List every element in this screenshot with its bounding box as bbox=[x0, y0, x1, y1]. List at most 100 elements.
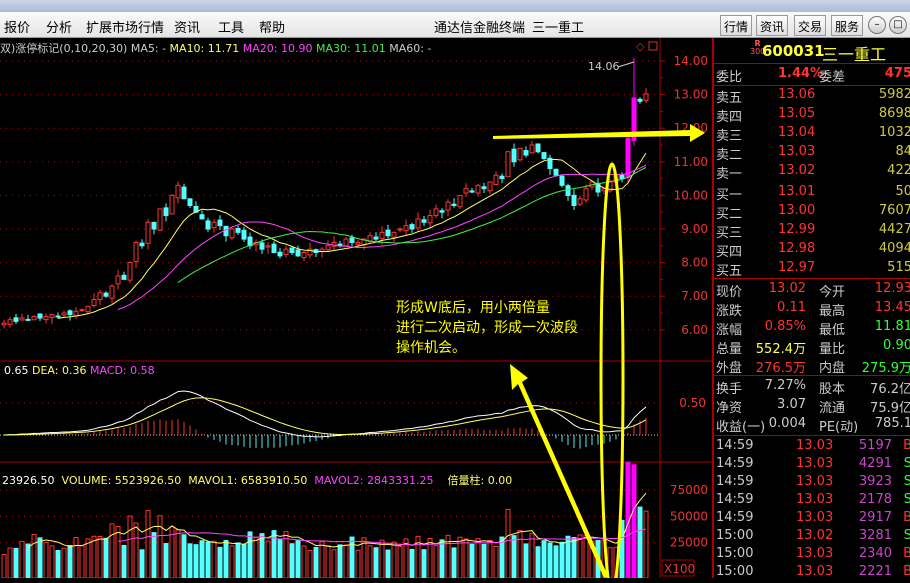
stat-row[interactable]: 总量 552.4万 量比 0.90 bbox=[716, 338, 910, 357]
volume-bar bbox=[217, 546, 223, 578]
tick-side: B bbox=[903, 438, 910, 453]
fund-value: 76.2亿 bbox=[870, 382, 910, 397]
volume-bar bbox=[271, 530, 277, 578]
menu-analysis[interactable]: 分析 bbox=[46, 21, 73, 36]
tick-row[interactable]: 14:59 13.03 4291 S bbox=[716, 456, 910, 475]
fund-row[interactable]: 收益(一) 0.004 PE(动) 785.1 bbox=[716, 416, 910, 435]
price-tick-label: 7.00 bbox=[681, 289, 708, 303]
candle bbox=[439, 210, 445, 213]
bid-row[interactable]: 买五 12.97 515 bbox=[716, 260, 910, 279]
bid-row[interactable]: 买三 12.99 4427 bbox=[716, 222, 910, 241]
volume-bar bbox=[205, 541, 211, 578]
ask-row[interactable]: 卖四 13.05 8698 bbox=[716, 106, 910, 125]
candle bbox=[415, 218, 421, 229]
ask-volume: 422 bbox=[887, 163, 910, 178]
candle bbox=[271, 243, 277, 254]
volume-bar bbox=[157, 515, 163, 578]
fund-row[interactable]: 净资 3.07 流通 75.9亿 bbox=[716, 397, 910, 416]
market-button[interactable]: 行情 bbox=[720, 15, 753, 36]
tick-volume: 2178 bbox=[858, 492, 892, 507]
tick-row[interactable]: 14:59 13.03 2178 S bbox=[716, 492, 910, 511]
ask-row[interactable]: 卖三 13.04 1032 bbox=[716, 125, 910, 144]
trade-button[interactable]: 交易 bbox=[794, 15, 827, 36]
stat-label: 量比 bbox=[819, 342, 846, 357]
kline-chart[interactable]: 14.0013.0012.0011.0010.009.008.007.006.0… bbox=[0, 38, 712, 578]
weicha-label: 委差 bbox=[819, 70, 846, 85]
menu-extended-market[interactable]: 扩展市场行情 bbox=[86, 21, 165, 36]
tick-price: 13.03 bbox=[796, 474, 834, 489]
volume-bar bbox=[577, 534, 583, 578]
bid-price: 13.01 bbox=[778, 184, 816, 199]
tick-price: 13.03 bbox=[796, 438, 834, 453]
candle bbox=[181, 186, 187, 200]
price-tick-label: 13.00 bbox=[674, 88, 708, 102]
high-pointer bbox=[617, 61, 635, 68]
menu-tools[interactable]: 工具 bbox=[218, 21, 245, 36]
maximize-icon[interactable]: □ bbox=[889, 16, 907, 34]
service-button[interactable]: 服务 bbox=[831, 15, 864, 36]
menu-news[interactable]: 资讯 bbox=[174, 21, 201, 36]
diamond-icon: ◇ bbox=[636, 40, 645, 53]
candle bbox=[319, 248, 325, 252]
volume-bar bbox=[187, 543, 193, 578]
candle bbox=[97, 292, 103, 301]
candle bbox=[499, 175, 505, 180]
ask-row[interactable]: 卖二 13.03 84 bbox=[716, 144, 910, 163]
volume-bar bbox=[61, 547, 67, 578]
tick-row[interactable]: 14:59 13.03 2917 B bbox=[716, 510, 910, 529]
volume-bar bbox=[307, 549, 313, 578]
volume-bar bbox=[289, 543, 295, 578]
tick-row[interactable]: 14:59 13.03 5197 B bbox=[716, 438, 910, 457]
volume-bar bbox=[121, 544, 127, 578]
note-line: 形成W底后，用小两倍量 bbox=[396, 300, 550, 316]
fund-row[interactable]: 换手 7.27% 股本 76.2亿 bbox=[716, 378, 910, 397]
menu-quote[interactable]: 报价 bbox=[4, 21, 31, 36]
high-price-label: 14.06 bbox=[588, 60, 620, 73]
volume-bar bbox=[583, 535, 589, 578]
tick-row[interactable]: 14:59 13.03 3923 S bbox=[716, 474, 910, 493]
candle bbox=[373, 236, 379, 240]
stat-label: 今开 bbox=[819, 285, 846, 300]
candle bbox=[481, 186, 487, 190]
ask-row[interactable]: 卖五 13.06 5982 bbox=[716, 87, 910, 106]
ma20-value: MA20: 10.90 bbox=[242, 42, 313, 55]
dea-line bbox=[3, 397, 647, 436]
bid-row[interactable]: 买一 13.01 50 bbox=[716, 184, 910, 203]
ask-row[interactable]: 卖一 13.02 422 bbox=[716, 163, 910, 182]
volume-tick-label: 50000 bbox=[670, 509, 708, 523]
volume-bar bbox=[67, 545, 73, 578]
volume-bar bbox=[391, 541, 397, 578]
news-button[interactable]: 资讯 bbox=[756, 15, 789, 36]
bid-row[interactable]: 买二 13.00 7607 bbox=[716, 203, 910, 222]
tick-row[interactable]: 15:00 13.02 3281 S bbox=[716, 528, 910, 547]
candle bbox=[307, 248, 313, 256]
volume-bar bbox=[235, 542, 241, 578]
ask-volume: 5982 bbox=[878, 87, 910, 102]
macd-diff: 0.65 bbox=[4, 364, 29, 377]
bid-volume: 4427 bbox=[878, 222, 910, 237]
volume-bar bbox=[1, 554, 7, 578]
candle bbox=[625, 137, 631, 178]
tick-row[interactable]: 15:00 13.03 2221 B bbox=[716, 564, 910, 583]
stat-row[interactable]: 外盘 276.5万 内盘 275.9万 bbox=[716, 357, 910, 376]
volume-bar bbox=[535, 546, 541, 578]
stat-row[interactable]: 现价 13.02 今开 12.93 bbox=[716, 281, 910, 300]
vol-mavol1: MAVOL1: 6583910.50 bbox=[188, 474, 308, 487]
stat-row[interactable]: 涨幅 0.85% 最低 11.81 bbox=[716, 319, 910, 338]
candle bbox=[409, 224, 415, 230]
bid-row[interactable]: 买四 12.98 4094 bbox=[716, 241, 910, 260]
tick-row[interactable]: 15:00 13.03 2340 B bbox=[716, 546, 910, 565]
tick-time: 14:59 bbox=[716, 492, 754, 507]
macd-tick-label: 0.50 bbox=[679, 396, 706, 410]
tick-side: S bbox=[903, 456, 910, 471]
stat-label: 涨跌 bbox=[716, 304, 743, 319]
menu-help[interactable]: 帮助 bbox=[259, 21, 286, 36]
volume-bar bbox=[643, 510, 649, 578]
stat-row[interactable]: 涨跌 0.11 最高 13.45 bbox=[716, 300, 910, 319]
volume-bar bbox=[103, 537, 109, 578]
minimize-icon[interactable]: – bbox=[868, 16, 886, 34]
volume-bar bbox=[19, 540, 25, 578]
tick-volume: 4291 bbox=[858, 456, 892, 471]
tick-side: S bbox=[903, 474, 910, 489]
volume-bar bbox=[85, 538, 91, 578]
